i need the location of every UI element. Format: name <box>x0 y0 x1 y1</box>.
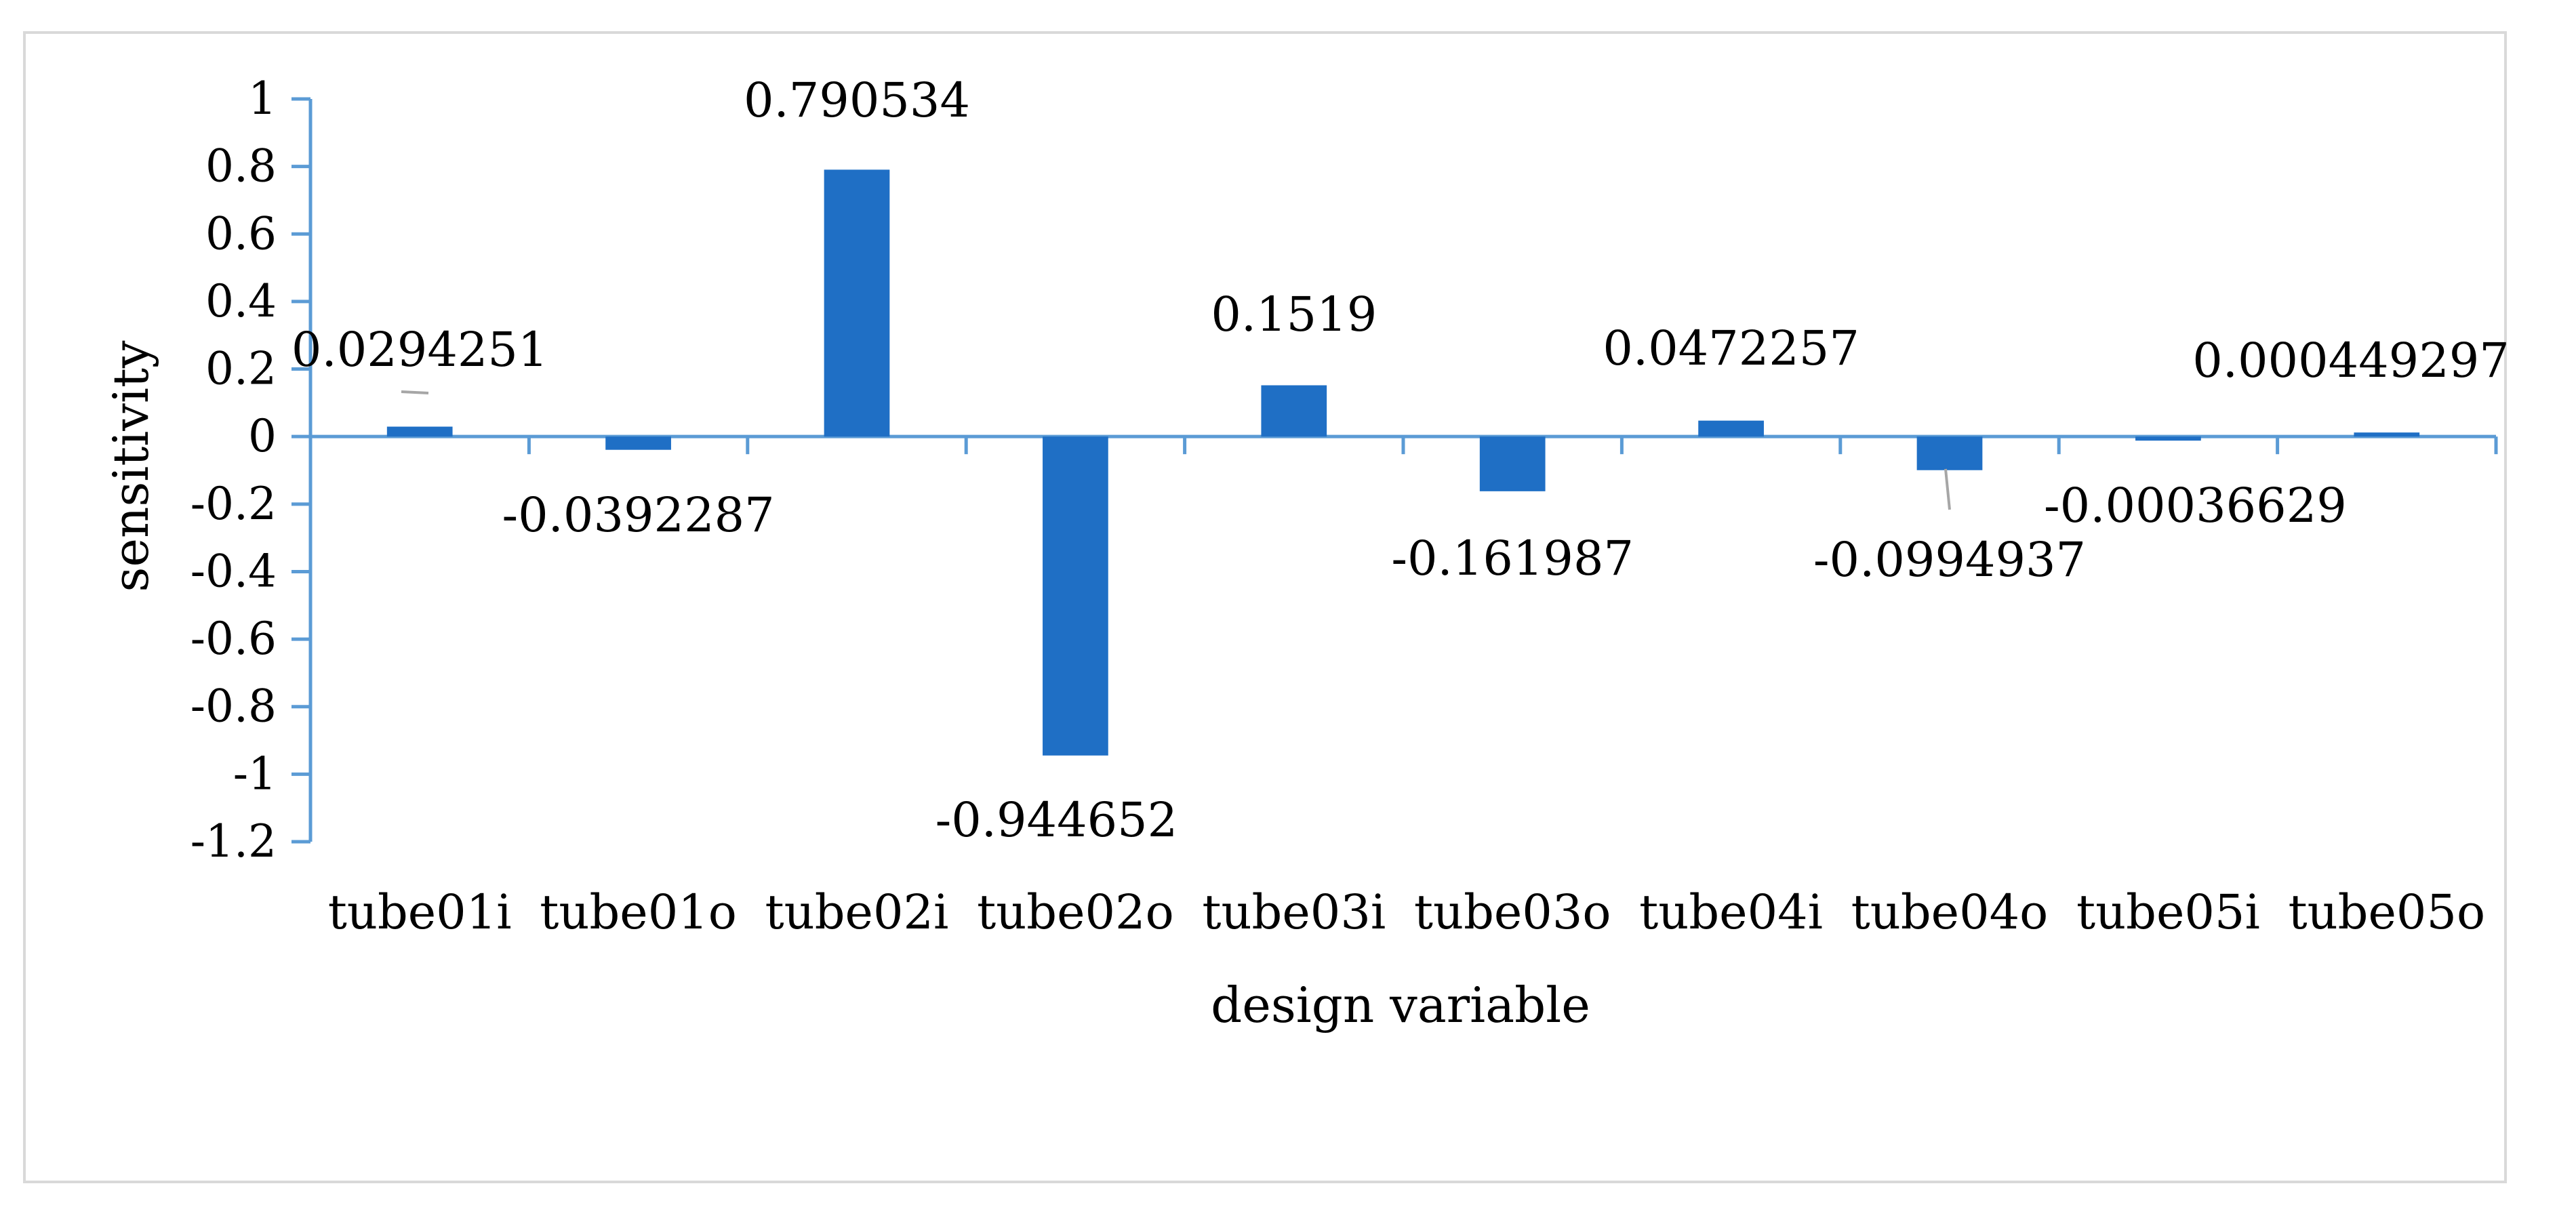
data-label: 0.000449297 <box>2192 333 2510 388</box>
y-tick-label: -1.2 <box>190 815 277 867</box>
category-label: tube05i <box>2076 884 2260 940</box>
category-label: tube02o <box>977 884 1174 940</box>
leader-line <box>1944 468 1951 510</box>
bar <box>605 436 671 450</box>
y-tick-label: 0.8 <box>205 140 277 192</box>
bar <box>1479 436 1546 491</box>
x-axis-title: design variable <box>1211 977 1590 1034</box>
bar <box>1916 436 1983 470</box>
y-tick-label: 1 <box>248 73 277 125</box>
chart-frame <box>23 31 2507 1183</box>
y-axis-title: sensitivity <box>102 340 159 592</box>
data-label: -0.161987 <box>1391 531 1634 586</box>
data-label: -0.0392287 <box>502 487 774 543</box>
data-label: 0.790534 <box>744 73 970 128</box>
bar <box>386 426 453 437</box>
leader-line <box>401 390 429 394</box>
category-label: tube04o <box>1851 884 2049 940</box>
bar <box>2135 436 2201 441</box>
bar <box>824 169 890 437</box>
category-label: tube05o <box>2288 884 2485 940</box>
y-tick-label: -0.2 <box>190 478 277 530</box>
y-tick-label: 0.4 <box>205 275 277 327</box>
category-label: tube04i <box>1639 884 1823 940</box>
y-tick-label: 0.2 <box>205 343 277 395</box>
bar <box>1043 436 1108 756</box>
bar <box>1261 385 1327 437</box>
data-label: -0.0994937 <box>1813 532 2086 588</box>
data-label: -0.944652 <box>935 792 1178 848</box>
category-label: tube01o <box>540 884 737 940</box>
labels: 1 0.8 0.6 0.4 0.2 0 -0.2 -0.4 -0.6 -0.8 -1 -1.2 tube… <box>190 73 2510 940</box>
y-tick-label: -0.8 <box>190 680 277 733</box>
axes <box>291 97 2498 844</box>
bar <box>1698 420 1764 437</box>
category-label: tube03o <box>1414 884 1611 940</box>
y-tick-label: -1 <box>233 748 277 800</box>
y-tick-label: -0.4 <box>190 545 277 597</box>
category-label: tube02i <box>765 884 949 940</box>
category-label: tube01i <box>328 884 512 940</box>
bars <box>386 169 2420 756</box>
y-tick-label: 0 <box>248 410 277 462</box>
y-tick-label: -0.6 <box>190 613 277 665</box>
data-label: 0.0472257 <box>1603 321 1859 376</box>
data-label: 0.1519 <box>1211 287 1377 342</box>
y-tick-label: 0.6 <box>205 207 277 260</box>
data-label: 0.0294251 <box>291 322 548 377</box>
category-label: tube03i <box>1202 884 1386 940</box>
data-label: -0.00036629 <box>2044 478 2347 533</box>
leader-lines <box>401 390 1951 510</box>
bar <box>2354 432 2420 437</box>
